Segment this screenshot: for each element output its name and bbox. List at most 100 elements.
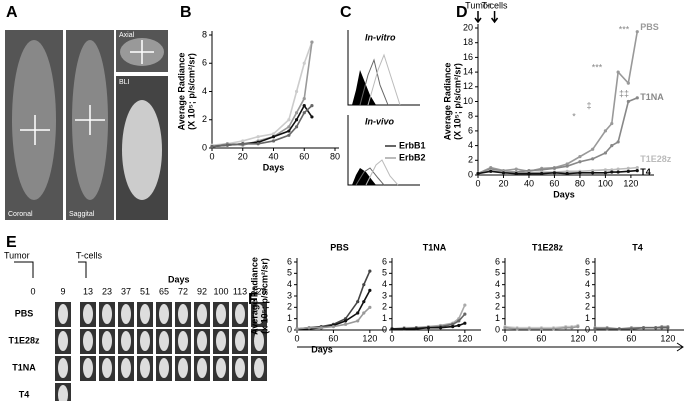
mouse-shape	[216, 304, 226, 324]
image-label: BLI	[119, 79, 130, 86]
axis-line	[296, 258, 386, 331]
mouse-shape	[58, 331, 68, 351]
y-tick-label: 0	[468, 169, 473, 179]
data-point	[294, 118, 299, 122]
body-shape	[12, 40, 56, 200]
y-tick-label: 14	[463, 66, 473, 76]
data-point	[356, 311, 360, 315]
y-tick-label: 3	[382, 290, 387, 300]
mouse-shape	[102, 358, 112, 378]
y-tick-label: 4	[468, 140, 473, 150]
x-tick-label: 20	[498, 178, 508, 188]
data-point	[294, 111, 299, 115]
day-label: 13	[83, 286, 93, 296]
histogram-fill	[352, 168, 376, 185]
data-point	[451, 325, 455, 329]
y-tick-label: 12	[463, 81, 473, 91]
x-tick-label: 40	[524, 178, 534, 188]
mouse-shape	[83, 358, 93, 378]
mouse-shape	[197, 331, 207, 351]
row-label: T1NA	[12, 362, 36, 372]
series-line	[477, 31, 639, 175]
data-point	[302, 104, 306, 108]
y-axis-unit: (x 10⁵; p/s/cm²/sr)	[259, 258, 269, 334]
day-label: 65	[159, 286, 169, 296]
chart-title: PBS	[330, 242, 349, 252]
data-point	[343, 319, 348, 323]
x-tick-label: 0	[294, 333, 299, 343]
data-point	[578, 171, 582, 175]
tcells-label: T-cells	[76, 250, 103, 260]
data-point	[565, 162, 569, 166]
mouse-shape	[159, 358, 169, 378]
data-point	[635, 168, 639, 173]
x-tick-label: 0	[502, 333, 507, 343]
data-point	[576, 325, 580, 329]
data-point	[271, 135, 276, 139]
series-label: T1E28z	[640, 154, 672, 164]
mouse-shape	[58, 304, 68, 324]
chart-title: T1E28z	[532, 242, 564, 252]
data-point	[635, 166, 639, 170]
y-tick-label: 5	[495, 268, 500, 278]
series-label: PBS	[640, 22, 659, 32]
y-tick-label: 0	[287, 324, 292, 334]
y-tick-label: 0	[495, 324, 500, 334]
annotation: ‡	[586, 100, 591, 110]
data-point	[210, 144, 214, 149]
data-point	[287, 133, 291, 137]
data-point	[626, 166, 630, 170]
day-label: 23	[102, 286, 112, 296]
data-point	[610, 168, 614, 172]
panel-label: F	[248, 291, 258, 308]
data-point	[271, 139, 276, 143]
axis-line	[211, 31, 339, 149]
x-tick-label: 0	[475, 178, 480, 188]
series-line	[296, 306, 371, 330]
data-point	[362, 311, 366, 315]
x-tick-label: 60	[626, 333, 636, 343]
data-point	[635, 96, 639, 100]
arrow	[490, 11, 499, 24]
annotation: *	[572, 111, 576, 121]
data-point	[514, 171, 518, 176]
x-tick-label: 100	[598, 178, 613, 188]
y-axis-unit: (X 10⁵; p/s/cm²/sr)	[186, 53, 196, 130]
mouse-shape	[159, 331, 169, 351]
annotation: ***	[592, 62, 603, 72]
tumor-label: Tumor	[4, 250, 30, 260]
data-point	[603, 151, 608, 155]
data-point	[578, 155, 582, 159]
data-point	[343, 322, 348, 326]
x-tick-label: 120	[457, 333, 472, 343]
x-tick-label: 40	[268, 151, 278, 161]
data-point	[603, 168, 608, 172]
y-tick-label: 0	[382, 324, 387, 334]
y-tick-label: 2	[287, 302, 292, 312]
data-point	[565, 164, 569, 168]
mouse-shape	[159, 304, 169, 324]
histogram-label: In-vitro	[365, 32, 396, 42]
mouse-shape	[254, 358, 264, 378]
data-point	[241, 139, 245, 143]
data-point	[390, 327, 394, 331]
y-tick-label: 4	[495, 279, 500, 289]
histogram-curve	[359, 58, 389, 106]
day-label: 128	[251, 286, 266, 296]
data-point	[310, 40, 314, 44]
x-tick-label: 60	[299, 151, 309, 161]
x-tick-label: 120	[623, 178, 638, 188]
axis-line	[477, 24, 654, 176]
day-label: 9	[60, 286, 65, 296]
panel-label: E	[6, 234, 17, 251]
y-tick-label: 10	[463, 96, 473, 106]
legend-label: ErbB1	[399, 140, 426, 150]
x-axis-label: Days	[311, 344, 333, 354]
mouse-shape	[178, 304, 188, 324]
mouse-shape	[140, 304, 150, 324]
data-point	[616, 170, 620, 174]
mouse-shape	[102, 304, 112, 324]
y-tick-label: 3	[495, 290, 500, 300]
data-point	[603, 129, 608, 133]
